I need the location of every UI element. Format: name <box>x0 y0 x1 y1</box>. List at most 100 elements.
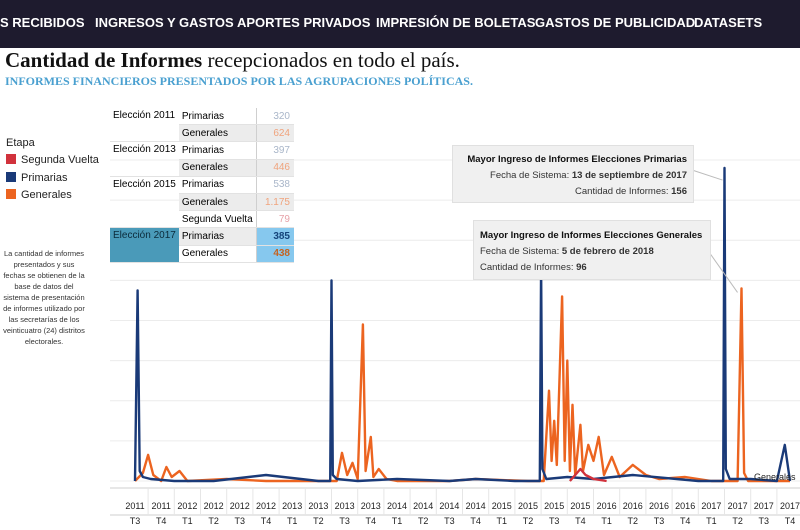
etapa-cell: Primarias <box>178 176 257 194</box>
nav-item-gastos-de-publicidad[interactable]: GASTOS DE PUBLICIDAD <box>535 15 696 30</box>
tooltip-count-value: 156 <box>671 186 687 197</box>
value-cell: 446 <box>255 159 294 177</box>
x-tick-label-quarter: T4 <box>680 516 691 526</box>
x-tick-label-year: 2017 <box>780 501 800 511</box>
etapa-cell: Primarias <box>178 227 257 246</box>
x-tick-label-quarter: T1 <box>497 516 508 526</box>
legend-label: Generales <box>21 189 72 201</box>
x-tick-label-year: 2012 <box>256 501 276 511</box>
value-cell: 1.175 <box>255 193 294 212</box>
etapa-cell: Primarias <box>178 108 257 126</box>
x-tick-label-year: 2012 <box>204 501 224 511</box>
tooltip-count-value: 96 <box>576 262 587 273</box>
tooltip-generales: Mayor Ingreso de Informes Elecciones Gen… <box>473 220 711 280</box>
tooltip-leader-line <box>708 251 738 293</box>
x-tick-label-year: 2012 <box>177 501 197 511</box>
x-tick-label-year: 2016 <box>649 501 669 511</box>
series-line-segunda-vuelta <box>569 467 607 483</box>
etapa-cell: Generales <box>178 124 257 143</box>
table-row[interactable]: Generales 438 <box>110 245 294 263</box>
legend-item-primarias[interactable]: Primarias <box>6 172 67 186</box>
etapa-cell: Generales <box>178 159 257 177</box>
value-cell: 397 <box>255 141 294 160</box>
x-tick-label-quarter: T3 <box>654 516 665 526</box>
page-title: Cantidad de Informes recepcionados en to… <box>5 48 460 73</box>
tooltip-title: Mayor Ingreso de Informes Elecciones Gen… <box>480 230 703 241</box>
x-tick-label-quarter: T3 <box>339 516 350 526</box>
x-tick-label-year: 2015 <box>544 501 564 511</box>
x-tick-label-quarter: T2 <box>523 516 534 526</box>
x-tick-label-quarter: T4 <box>470 516 481 526</box>
x-tick-label-year: 2016 <box>623 501 643 511</box>
x-tick-label-year: 2014 <box>413 501 433 511</box>
nav-item-impresion-de-boletas[interactable]: IMPRESIÓN DE BOLETAS <box>376 15 536 30</box>
x-tick-label-quarter: T4 <box>785 516 796 526</box>
x-tick-label-year: 2013 <box>308 501 328 511</box>
table-row[interactable]: Generales 624 <box>110 124 294 143</box>
value-cell: 320 <box>255 108 294 126</box>
value-cell-selected: 385 <box>255 227 294 246</box>
x-tick-label-year: 2013 <box>335 501 355 511</box>
legend-swatch <box>6 172 16 182</box>
tooltip-primarias: Mayor Ingreso de Informes Elecciones Pri… <box>452 145 694 203</box>
x-tick-label-quarter: T3 <box>444 516 455 526</box>
x-tick-label-quarter: T1 <box>392 516 403 526</box>
etapa-cell: Generales <box>178 245 257 263</box>
x-tick-label-year: 2014 <box>387 501 407 511</box>
legend-label: Segunda Vuelta <box>21 154 99 166</box>
table-row[interactable]: Elección 2013 Primarias 397 <box>110 141 294 177</box>
legend-swatch <box>6 154 16 164</box>
series-line-primarias <box>133 166 792 483</box>
x-tick-label-quarter: T2 <box>628 516 639 526</box>
x-tick-label-year: 2016 <box>675 501 695 511</box>
legend-item-generales[interactable]: Generales <box>6 189 72 203</box>
nav-item-ingresos-y-gastos[interactable]: INGRESOS Y GASTOS <box>95 15 234 30</box>
table-row[interactable]: Generales 446 <box>110 159 294 177</box>
legend-label: Primarias <box>21 172 68 184</box>
x-tick-label-quarter: T2 <box>418 516 429 526</box>
etapa-cell: Segunda Vuelta <box>178 210 257 229</box>
x-tick-label-year: 2013 <box>361 501 381 511</box>
x-tick-label-year: 2014 <box>439 501 459 511</box>
x-tick-label-quarter: T4 <box>261 516 272 526</box>
x-tick-label-quarter: T3 <box>549 516 560 526</box>
nav-item-informes-recibidos[interactable]: S RECIBIDOS <box>0 15 85 30</box>
series-end-label: Generales <box>754 472 796 482</box>
x-tick-label-year: 2015 <box>570 501 590 511</box>
x-tick-label-quarter: T2 <box>313 516 324 526</box>
value-cell: 538 <box>255 176 294 194</box>
nav-item-aportes-privados[interactable]: APORTES PRIVADOS <box>237 15 371 30</box>
table-row[interactable]: Elección 2015 Primarias 538 <box>110 176 294 229</box>
page-subtitle: INFORMES FINANCIEROS PRESENTADOS POR LAS… <box>5 74 473 88</box>
etapa-cell: Generales <box>178 193 257 212</box>
x-tick-label-year: 2015 <box>492 501 512 511</box>
tooltip-leader-line <box>691 169 723 181</box>
table-row[interactable]: Elección 2017 Primarias 385 <box>110 227 294 263</box>
x-tick-label-quarter: T4 <box>366 516 377 526</box>
table-row[interactable]: Generales 1.175 <box>110 193 294 212</box>
series-line-generales <box>134 287 790 483</box>
tooltip-count-line: Cantidad de Informes: 156 <box>575 186 687 197</box>
tooltip-date-label: Fecha de Sistema: <box>480 246 562 257</box>
nav-item-datasets[interactable]: DATASETS <box>694 15 763 30</box>
x-tick-label-year: 2017 <box>701 501 721 511</box>
legend-item-segunda-vuelta[interactable]: Segunda Vuelta <box>6 154 99 168</box>
x-tick-label-year: 2015 <box>518 501 538 511</box>
x-tick-label-year: 2016 <box>597 501 617 511</box>
eleccion-cell: Elección 2013 <box>110 141 179 177</box>
x-tick-label-quarter: T1 <box>706 516 717 526</box>
legend-title: Etapa <box>6 137 35 149</box>
x-tick-label-quarter: T1 <box>601 516 612 526</box>
table-row[interactable]: Elección 2011 Primarias 320 <box>110 108 294 143</box>
tooltip-count-label: Cantidad de Informes: <box>575 186 672 197</box>
etapa-cell: Primarias <box>178 141 257 160</box>
x-tick-label-quarter: T2 <box>732 516 743 526</box>
x-tick-label-quarter: T2 <box>208 516 219 526</box>
x-tick-label-quarter: T3 <box>130 516 141 526</box>
tooltip-date-label: Fecha de Sistema: <box>490 170 572 181</box>
x-tick-label-year: 2017 <box>728 501 748 511</box>
x-tick-label-quarter: T3 <box>235 516 246 526</box>
eleccion-cell: Elección 2015 <box>110 176 179 229</box>
tooltip-date-value: 5 de febrero de 2018 <box>561 246 654 257</box>
table-row[interactable]: Segunda Vuelta 79 <box>110 210 294 229</box>
